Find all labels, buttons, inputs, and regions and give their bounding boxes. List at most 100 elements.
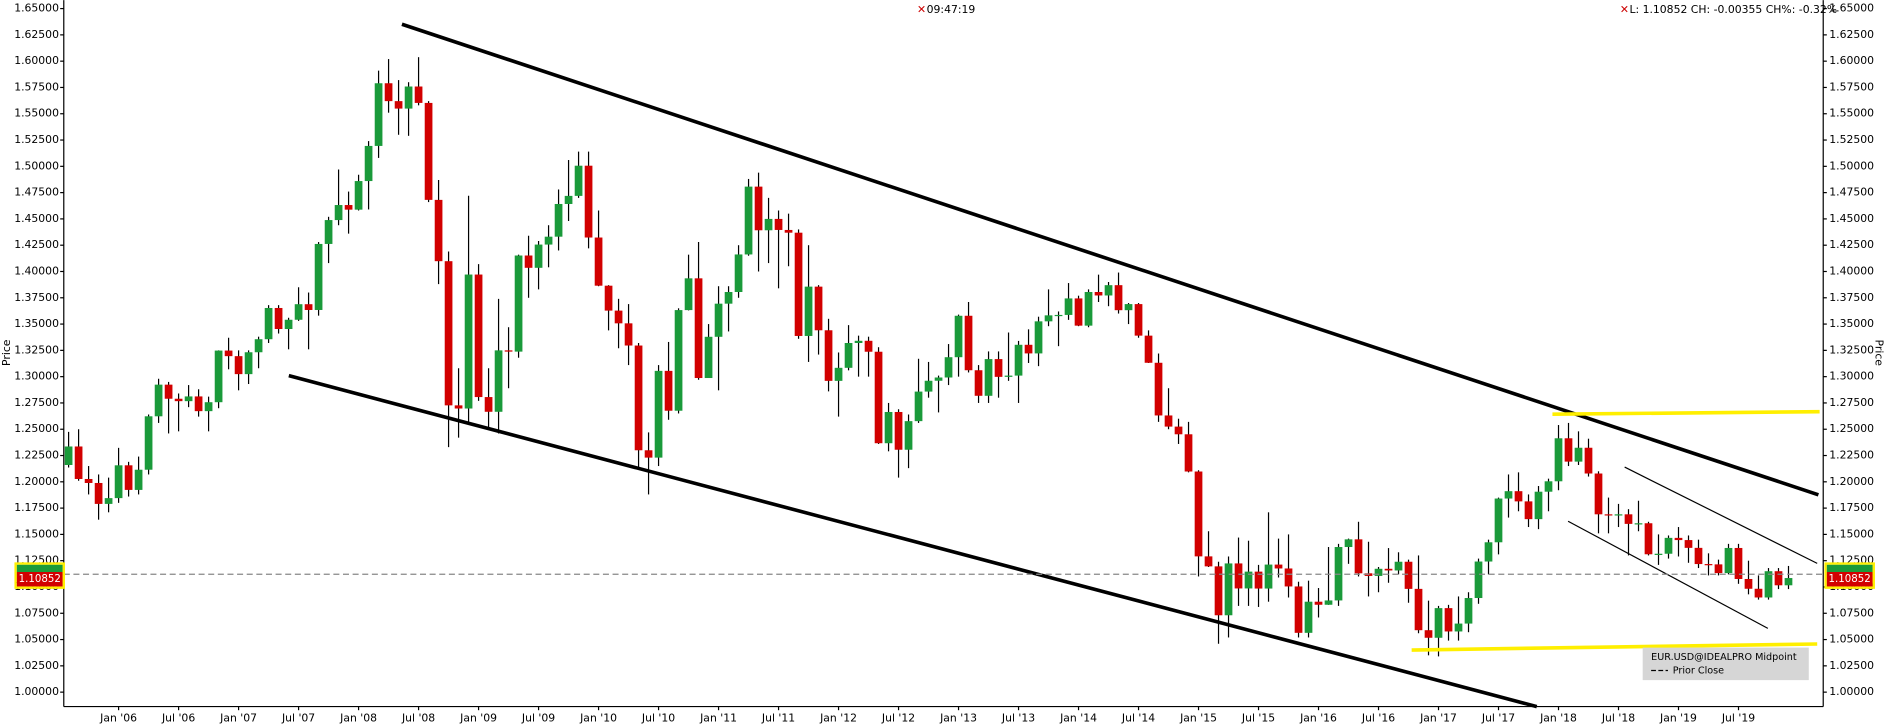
candle-body	[934, 377, 943, 381]
candle-body	[1354, 539, 1363, 574]
candle-body	[1674, 537, 1683, 541]
y-tick-label: 1.45000	[1829, 212, 1874, 225]
trend-line	[401, 22, 1819, 497]
y-tick-label: 1.52500	[14, 133, 59, 146]
candle-body	[1654, 553, 1663, 555]
x-tick-label: Jan '12	[819, 712, 857, 725]
candle-body	[1144, 335, 1153, 363]
candle-body	[354, 181, 363, 210]
price-tag-frame	[1824, 562, 1875, 589]
y-tick-label: 1.47500	[14, 186, 59, 199]
candle-body	[1194, 471, 1203, 557]
price-tag-ask	[1826, 564, 1873, 573]
candle-body	[994, 359, 1003, 377]
candle-body	[284, 319, 293, 330]
candle-body	[464, 274, 473, 409]
candle-body	[924, 380, 933, 392]
candle-body	[394, 101, 403, 109]
candle-body	[1614, 514, 1623, 516]
y-tick-label: 1.62500	[14, 28, 59, 41]
candle-body	[1624, 514, 1633, 524]
x-tick-label: Jan '14	[1059, 712, 1097, 725]
candle-body	[1554, 438, 1563, 482]
candle-body	[624, 323, 633, 346]
candle-body	[984, 359, 993, 396]
candle-body	[224, 350, 233, 357]
candle-body	[1224, 563, 1233, 616]
y-tick-label: 1.17500	[1829, 501, 1874, 514]
candle-body	[974, 370, 983, 396]
y-tick-label: 1.52500	[1829, 133, 1874, 146]
candle-body	[724, 291, 733, 304]
candle-body	[184, 396, 193, 402]
candle-body	[414, 86, 423, 103]
close-icon[interactable]: ✕	[1620, 3, 1629, 16]
candle-body	[1784, 578, 1793, 586]
candle-body	[954, 315, 963, 358]
x-tick-label: Jan '15	[1179, 712, 1217, 725]
candle-body	[1204, 556, 1213, 567]
candle-body	[1454, 623, 1463, 632]
candle-body	[374, 83, 383, 146]
candle-body	[404, 86, 413, 109]
candle-body	[1184, 434, 1193, 472]
candle-body	[944, 357, 953, 378]
y-tick-label: 1.27500	[14, 396, 59, 409]
candle-body	[1564, 438, 1573, 462]
candle-body	[1774, 571, 1783, 586]
candle-body	[1384, 568, 1393, 571]
candle-body	[884, 411, 893, 444]
candle-body	[1264, 564, 1273, 589]
candle-body	[864, 340, 873, 352]
candle-body	[134, 469, 143, 490]
x-tick-label: Jul '13	[1001, 712, 1035, 725]
candle-body	[1724, 547, 1733, 574]
candle-body	[544, 236, 553, 245]
candle-body	[1744, 578, 1753, 589]
candle-body	[1294, 586, 1303, 633]
candle-body	[1014, 344, 1023, 376]
candle-body	[1424, 630, 1433, 638]
candle-body	[1324, 600, 1333, 605]
candle-body	[1514, 491, 1523, 502]
y-tick-label: 1.22500	[14, 449, 59, 462]
candle-body	[964, 315, 973, 371]
candle-body	[164, 384, 173, 399]
candle-body	[514, 255, 523, 352]
x-tick-label: Jul '06	[161, 712, 195, 725]
candle-body	[1484, 542, 1493, 562]
candle-body	[654, 370, 663, 458]
y-tick-label: 1.30000	[1829, 370, 1874, 383]
y-tick-label: 1.20000	[14, 475, 59, 488]
y-tick-label: 1.65000	[14, 2, 59, 15]
x-tick-label: Jan '08	[339, 712, 377, 725]
candle-body	[124, 465, 133, 490]
x-tick-label: Jul '07	[281, 712, 315, 725]
y-tick-label: 1.40000	[14, 264, 59, 277]
price-tag-frame	[14, 562, 65, 589]
candle-body	[1584, 447, 1593, 474]
candle-body	[1024, 344, 1033, 354]
candle-body	[784, 229, 793, 233]
x-tick-label: Jul '11	[761, 712, 795, 725]
candle-body	[304, 304, 313, 310]
candle-body	[584, 165, 593, 238]
y-tick-label: 1.00000	[14, 685, 59, 698]
candle-body	[834, 367, 843, 381]
y-tick-label: 1.60000	[1829, 54, 1874, 67]
price-info: L: 1.10852 CH: -0.00355 CH%: -0.32%	[1629, 3, 1837, 16]
candle-body	[1704, 564, 1713, 566]
close-icon[interactable]: ✕	[917, 3, 926, 16]
candle-body	[1474, 561, 1483, 599]
candle-body	[1764, 571, 1773, 598]
candle-body	[484, 397, 493, 412]
x-tick-label: Jul '10	[641, 712, 675, 725]
candle-body	[1524, 501, 1533, 520]
y-tick-label: 1.00000	[1829, 685, 1874, 698]
x-tick-label: Jul '09	[521, 712, 555, 725]
y-tick-label: 1.37500	[14, 291, 59, 304]
y-tick-label: 1.07500	[14, 606, 59, 619]
candle-body	[1664, 537, 1673, 554]
candle-body	[1504, 491, 1513, 499]
